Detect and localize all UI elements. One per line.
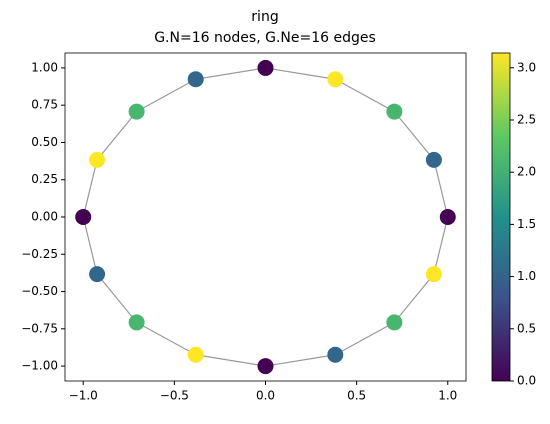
edge — [136, 78, 196, 113]
y-tick-label: −1.00 — [21, 359, 58, 373]
node — [89, 151, 106, 168]
y-tick-label: −0.75 — [21, 321, 58, 335]
node — [128, 103, 145, 120]
x-tick-label: −0.5 — [160, 389, 189, 403]
chart-title: ring — [251, 9, 278, 25]
edge — [335, 78, 395, 113]
plot-frame — [64, 52, 467, 382]
y-tick-label: 0.00 — [31, 210, 58, 224]
y-tick-label: 0.50 — [31, 135, 58, 149]
y-tick-label: 1.00 — [31, 60, 58, 74]
node — [425, 266, 442, 283]
y-tick-label: 0.25 — [31, 172, 58, 186]
edge — [433, 216, 449, 275]
edge — [195, 67, 266, 80]
colorbar-tick-label: 1.0 — [517, 269, 536, 283]
edge — [195, 354, 266, 367]
y-tick-label: −0.50 — [21, 284, 58, 298]
node — [386, 314, 403, 331]
y-tick-label: 0.75 — [31, 98, 58, 112]
x-tick-label: 0.5 — [347, 389, 366, 403]
colorbar — [491, 52, 511, 382]
node — [187, 71, 204, 88]
x-tick-label: −1.0 — [69, 389, 98, 403]
edge — [82, 159, 98, 218]
node — [327, 346, 344, 363]
node — [187, 346, 204, 363]
node — [327, 71, 344, 88]
node — [75, 209, 92, 225]
colorbar-tick-label: 2.5 — [517, 112, 536, 126]
node — [439, 209, 456, 225]
node — [425, 151, 442, 168]
edge — [96, 111, 138, 161]
edge — [96, 273, 138, 323]
colorbar-tick-label: 2.0 — [517, 165, 536, 179]
x-tick-label: 0.0 — [256, 389, 275, 403]
edge — [393, 111, 435, 161]
edge — [82, 216, 98, 275]
node — [386, 103, 403, 120]
colorbar-tick-label: 3.0 — [517, 60, 536, 74]
colorbar-tick-label: 1.5 — [517, 217, 536, 231]
edge — [335, 321, 395, 356]
chart-subtitle: G.N=16 nodes, G.Ne=16 edges — [154, 30, 376, 46]
edge — [433, 159, 449, 218]
edge — [393, 273, 435, 323]
node — [128, 314, 145, 331]
node — [257, 59, 274, 76]
node — [257, 358, 274, 375]
colorbar-tick-label: 0.0 — [517, 374, 536, 388]
edge — [136, 321, 196, 356]
colorbar-tick-label: 0.5 — [517, 321, 536, 335]
node — [89, 266, 106, 283]
edge — [265, 67, 336, 80]
x-tick-label: 1.0 — [438, 389, 457, 403]
edge — [265, 354, 336, 367]
y-tick-label: −0.25 — [21, 247, 58, 261]
